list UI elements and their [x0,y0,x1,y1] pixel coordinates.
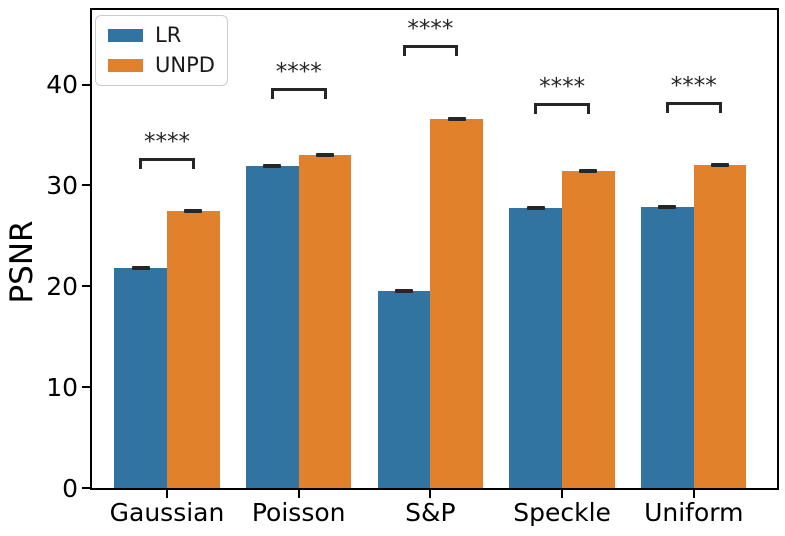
bar-unpd-1 [298,155,352,488]
bar-lr-0 [114,268,167,488]
significance-bracket-end [455,45,459,57]
y-tick-mark [82,487,90,489]
bar-lr-4 [641,206,694,488]
error-bar [263,164,282,169]
bar-unpd-3 [562,171,615,488]
error-bar [579,169,598,174]
significance-stars: **** [144,129,190,156]
significance-bracket [402,45,459,49]
x-tick-label: S&P [405,498,456,527]
x-tick-label: Speckle [513,498,611,527]
legend-label-lr: LR [155,23,182,47]
significance-stars: **** [275,58,322,85]
significance-bracket-end [139,158,143,170]
y-tick-mark [82,285,90,288]
y-tick-mark [82,386,90,389]
significance-bracket-end [718,101,722,113]
significance-bracket-end [534,102,538,114]
y-tick-label: 10 [46,372,78,402]
x-tick-mark [692,490,695,498]
lr-swatch-icon [108,29,143,42]
error-bar [658,204,677,209]
y-tick-label: 30 [46,170,78,200]
significance-stars: **** [670,72,717,99]
x-tick-mark [297,490,300,498]
significance-bracket [534,102,590,106]
y-tick-mark [82,184,90,187]
significance-stars: **** [407,16,454,43]
error-bar [395,289,414,294]
significance-stars: **** [539,73,586,100]
bar-unpd-4 [693,165,747,488]
unpd-swatch-icon [108,59,143,72]
error-bar [316,153,335,158]
y-tick-mark [82,83,90,86]
x-tick-label: Gaussian [109,498,225,527]
error-bar [526,205,545,210]
significance-bracket-end [665,101,669,113]
x-tick-label: Poisson [251,498,346,527]
y-tick-label: 0 [62,473,78,503]
error-bar [711,163,730,168]
significance-bracket [665,101,722,105]
bar-lr-1 [246,166,299,488]
x-tick-label: Uniform [644,498,744,527]
significance-bracket [270,87,327,91]
x-tick-mark [561,490,564,498]
y-tick-label: 20 [46,271,78,301]
plot-area: 0 10 20 30 40 Gaussian Poisson S&P Speckle Unifor… [46,8,779,527]
bar-unpd-0 [167,210,220,488]
error-bar [131,266,150,271]
significance-bracket-end [402,45,406,57]
error-bar [184,208,203,213]
significance-bracket-end [270,87,274,99]
bar-lr-2 [377,291,431,488]
legend-item-lr: LR [108,25,215,46]
significance-bracket [139,158,195,162]
bar-lr-3 [509,207,563,488]
significance-bracket-end [191,158,195,170]
legend-item-unpd: UNPD [108,55,215,76]
significance-bracket-end [323,87,327,99]
error-bar [447,116,466,121]
legend: LR UNPD [95,15,228,86]
bar-unpd-2 [430,118,484,488]
significance-bracket-end [586,102,590,114]
legend-label-unpd: UNPD [155,53,215,77]
x-tick-mark [429,490,432,498]
y-tick-label: 40 [46,70,78,100]
x-tick-mark [166,490,168,498]
